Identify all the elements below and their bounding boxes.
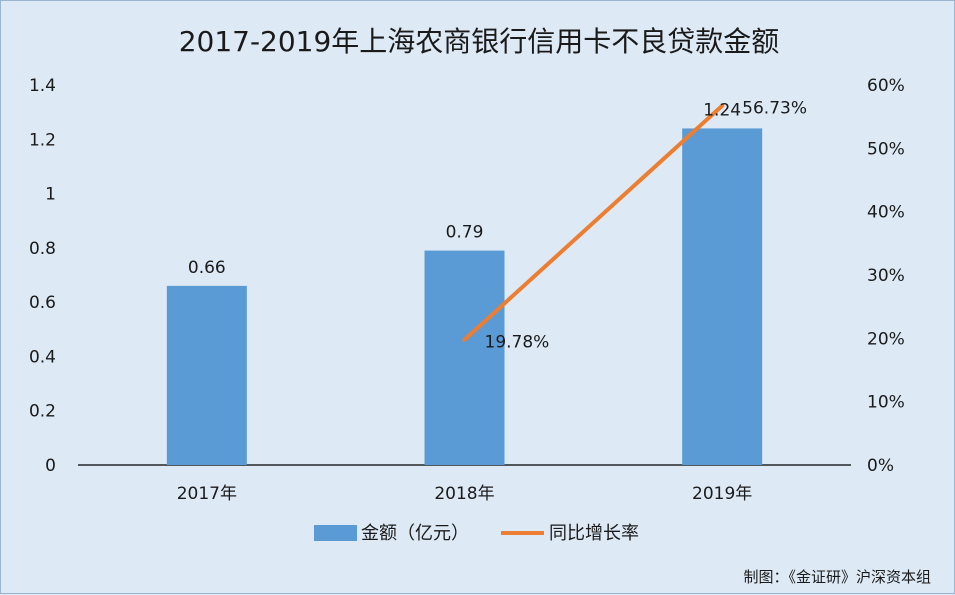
- line-value-label: 19.78%: [485, 333, 550, 353]
- y-left-tick-label: 0.6: [29, 293, 56, 313]
- chart-title: 2017-2019年上海农商银行信用卡不良贷款金额: [179, 25, 780, 58]
- y-left-tick-label: 0.4: [29, 347, 56, 367]
- y-right-tick-label: 30%: [867, 266, 905, 286]
- bars: [167, 128, 762, 465]
- y-left-tick-label: 1: [45, 185, 56, 205]
- y-right-tick-label: 20%: [867, 329, 905, 349]
- legend: 金额（亿元） 同比增长率: [314, 523, 639, 544]
- bar-2018年: [425, 251, 505, 465]
- y-left-tick-label: 1.2: [29, 130, 56, 150]
- bar-value-label: 0.79: [446, 223, 484, 243]
- legend-bar-swatch: [314, 525, 357, 541]
- y-left-tick-label: 0.8: [29, 239, 56, 259]
- y-right-tick-label: 60%: [867, 76, 905, 96]
- bar-value-label: 0.66: [188, 258, 226, 278]
- legend-bar-label: 金额（亿元）: [361, 523, 469, 544]
- bar-value-label: 1.24: [703, 100, 741, 120]
- legend-line-label: 同比增长率: [549, 523, 639, 544]
- y-right-tick-label: 0%: [867, 456, 894, 476]
- y-right-tick-label: 50%: [867, 139, 905, 159]
- y-right-tick-label: 40%: [867, 203, 905, 223]
- bar-2019年: [682, 128, 762, 465]
- x-tick-label: 2018年: [434, 484, 494, 504]
- y-left-tick-label: 0: [45, 456, 56, 476]
- line-value-label: 56.73%: [742, 99, 807, 119]
- source-note: 制图：《金证研》沪深资本组: [743, 568, 931, 586]
- y-right-tick-label: 10%: [867, 393, 905, 413]
- y-left-tick-label: 1.4: [29, 76, 56, 96]
- x-tick-label: 2017年: [177, 484, 237, 504]
- y-left-tick-label: 0.2: [29, 402, 56, 422]
- bar-2017年: [167, 286, 247, 465]
- x-tick-label: 2019年: [692, 484, 752, 504]
